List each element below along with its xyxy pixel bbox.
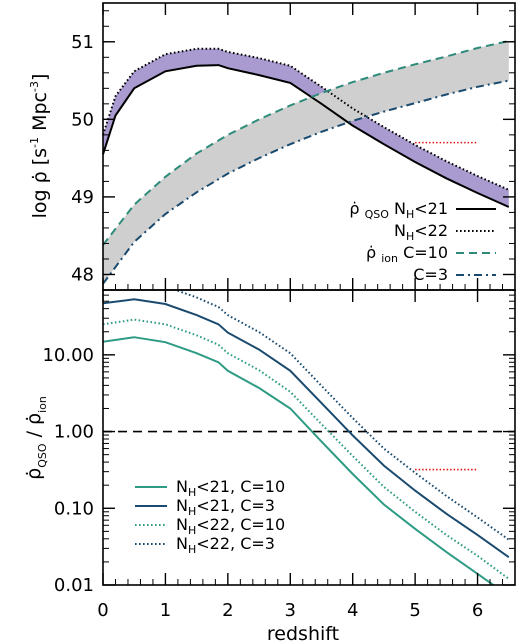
top-series-group <box>102 40 510 285</box>
bottom-xtick-label-3: 3 <box>285 600 296 621</box>
qso-band <box>103 48 509 207</box>
top-series-line-1 <box>102 47 510 191</box>
bottom-xtick-label-0: 0 <box>97 600 108 621</box>
bottom-xtick-label-2: 2 <box>222 600 233 621</box>
top-ytick-label-0: 48 <box>71 264 94 285</box>
top-ytick-label-2: 50 <box>71 109 94 130</box>
bottom-ytick-label-1: 0.10 <box>54 498 94 519</box>
bottom-series-line-1 <box>103 298 510 559</box>
top-series-line-3 <box>102 79 509 285</box>
bottom-legend-label-3: NH<22, C=3 <box>176 534 275 556</box>
top-ytick-label-3: 51 <box>71 32 94 53</box>
top-series-line-0 <box>102 64 510 208</box>
top-series-line-2 <box>102 40 510 246</box>
bottom-xtick-label-5: 5 <box>409 600 420 621</box>
bottom-legend-label-2: NH<22, C=10 <box>176 515 285 537</box>
top-axis-ticks: 48 49 50 51 <box>71 3 515 290</box>
bottom-ytick-label-3: 10.00 <box>42 345 94 366</box>
top-y-axis-label: log ρ̇ [s-1 Mpc-3] <box>28 74 51 219</box>
bottom-series-group <box>103 290 510 585</box>
top-ytick-label-1: 49 <box>71 187 94 208</box>
top-plot-frame <box>102 2 516 291</box>
x-axis-label: redshift <box>267 623 339 644</box>
bottom-series-line-0 <box>103 336 496 585</box>
bottom-y-axis-label: ρ̇QSO / ρ̇ion <box>23 396 49 480</box>
bottom-axis-ticks: 0 1 2 3 4 5 6 0.01 0.10 1.00 10.00 <box>42 284 515 621</box>
bottom-xtick-label-1: 1 <box>160 600 171 621</box>
bottom-ytick-label-2: 1.00 <box>54 422 94 443</box>
top-legend-label-3: C=3 <box>413 265 448 284</box>
bottom-ytick-label-0: 0.01 <box>54 575 94 596</box>
ion-band <box>103 41 509 284</box>
bottom-plot-frame <box>102 289 516 586</box>
top-legend-label-0: ρ̇ QSO NH<21 <box>349 199 448 221</box>
top-legend-label-1: NH<22 <box>394 221 448 243</box>
bottom-xtick-label-4: 4 <box>347 600 358 621</box>
bottom-series-line-2 <box>103 318 510 580</box>
bottom-legend-label-1: NH<21, C=3 <box>176 496 275 518</box>
bottom-xtick-label-6: 6 <box>472 600 483 621</box>
bottom-legend-label-0: NH<21, C=10 <box>176 477 285 499</box>
bottom-series-line-3 <box>172 290 510 541</box>
top-legend-label-2: ρ̇ ion C=10 <box>366 243 448 265</box>
